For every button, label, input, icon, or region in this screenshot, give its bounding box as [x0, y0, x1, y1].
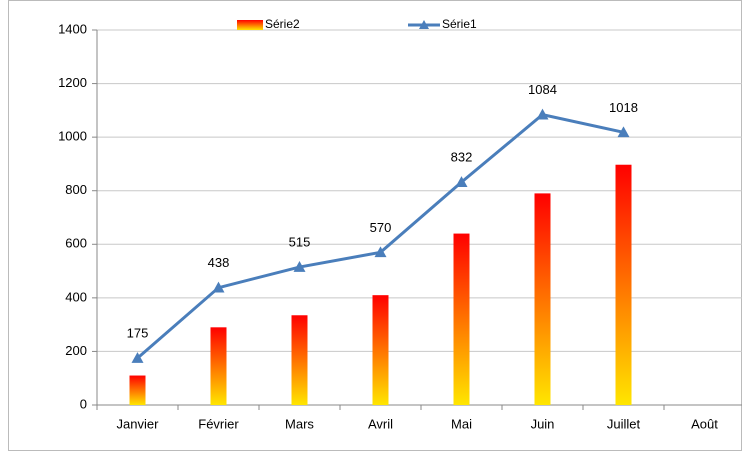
data-label: 832	[451, 150, 473, 165]
line-marker	[617, 126, 630, 138]
x-tick-label: Mai	[451, 416, 472, 431]
line-marker	[455, 176, 468, 187]
x-tick-label: Février	[198, 416, 239, 431]
legend-label: Série1	[442, 17, 477, 31]
line-marker	[293, 261, 306, 272]
bar	[453, 233, 470, 405]
data-label: 438	[208, 255, 230, 270]
data-label: 1084	[528, 82, 557, 97]
x-tick-label: Juillet	[607, 416, 641, 431]
y-tick-label: 1200	[58, 75, 87, 90]
y-tick-label: 1000	[58, 129, 87, 144]
y-tick-label: 1400	[58, 21, 87, 36]
data-label: 570	[370, 220, 392, 235]
line-marker	[536, 108, 549, 120]
line-marker	[212, 281, 225, 293]
x-tick-label: Juin	[531, 416, 555, 431]
y-tick-label: 600	[65, 236, 87, 251]
data-label: 515	[289, 234, 311, 249]
y-tick-label: 800	[65, 182, 87, 197]
data-label: 1018	[609, 100, 638, 115]
legend-marker	[419, 20, 429, 29]
y-tick-label: 0	[80, 396, 87, 411]
x-tick-label: Mars	[285, 416, 314, 431]
bar	[291, 315, 308, 405]
data-label: 175	[127, 326, 149, 341]
bar	[129, 375, 146, 405]
bar	[534, 193, 551, 405]
legend-swatch	[237, 20, 263, 30]
bar	[615, 164, 632, 405]
x-tick-label: Avril	[368, 416, 393, 431]
x-tick-label: Août	[691, 416, 718, 431]
bar	[372, 295, 389, 405]
bar	[210, 327, 227, 405]
line-marker	[131, 352, 144, 363]
line-marker	[374, 246, 387, 258]
x-tick-label: Janvier	[117, 416, 160, 431]
y-tick-label: 400	[65, 289, 87, 304]
legend-label: Série2	[265, 17, 300, 31]
y-tick-label: 200	[65, 343, 87, 358]
